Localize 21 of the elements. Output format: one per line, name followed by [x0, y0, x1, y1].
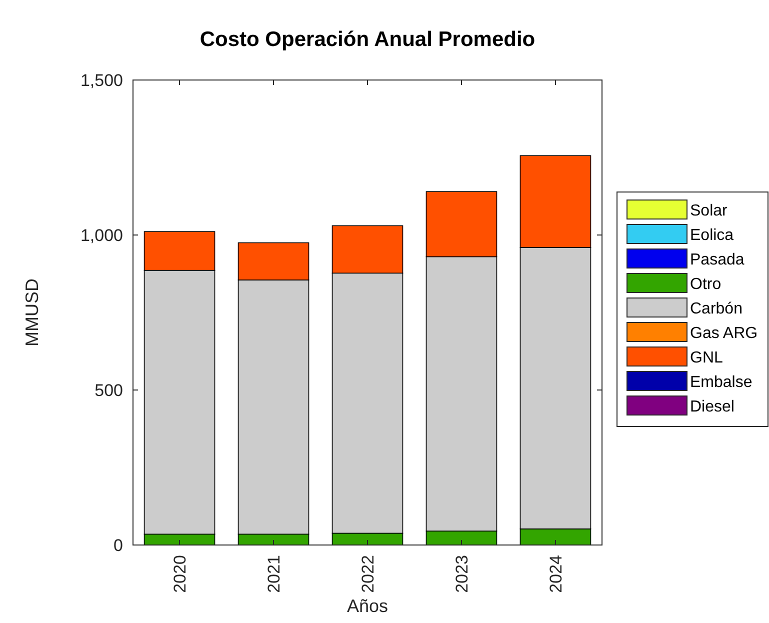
legend-label: Eolica: [690, 227, 734, 244]
x-tick-label: 2023: [452, 555, 472, 593]
legend-label: Embalse: [690, 374, 752, 392]
y-tick-label: 0: [114, 536, 123, 555]
chart-title: Costo Operación Anual Promedio: [200, 28, 536, 51]
x-tick-label: 2024: [546, 555, 566, 593]
y-tick-label: 1,000: [80, 226, 123, 245]
x-tick-label: 2020: [170, 555, 190, 593]
x-tick-label: 2022: [358, 555, 378, 593]
x-axis-title: Años: [346, 596, 388, 616]
legend-label: Diesel: [690, 398, 734, 416]
legend-label: Gas ARG: [690, 325, 758, 342]
legend-label: GNL: [690, 350, 723, 367]
y-axis-title: MMUSD: [22, 278, 42, 346]
legend-label: Solar: [690, 202, 728, 220]
legend-label: Carbón: [690, 300, 742, 318]
y-tick-label: 500: [94, 380, 123, 400]
y-tick-label: 1,500: [80, 70, 123, 90]
x-tick-label: 2021: [264, 555, 284, 593]
legend-label: Otro: [690, 276, 722, 294]
legend-label: Pasada: [690, 252, 744, 269]
